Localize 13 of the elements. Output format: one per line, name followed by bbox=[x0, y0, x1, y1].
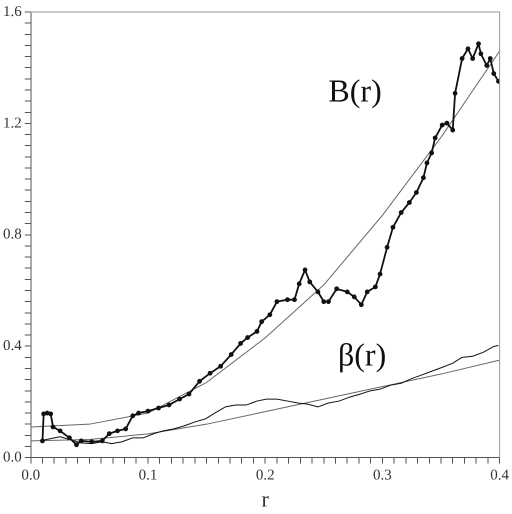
y-tick-label: 0.4 bbox=[3, 338, 22, 354]
y-tick-label: 1.2 bbox=[3, 115, 22, 132]
y-tick-label: 1.6 bbox=[3, 4, 22, 20]
x-tick-label: 0.2 bbox=[256, 468, 275, 484]
x-tick-label: 0.0 bbox=[21, 468, 40, 484]
series-label: β(r) bbox=[338, 336, 386, 373]
x-tick-label: 0.3 bbox=[373, 468, 392, 484]
x-tick-label: 0.4 bbox=[490, 468, 510, 484]
y-tick-label: 0.8 bbox=[3, 226, 22, 243]
y-tick-label: 0.0 bbox=[3, 450, 22, 466]
series-label: B(r) bbox=[328, 72, 382, 109]
x-tick-label: 0.1 bbox=[138, 468, 158, 484]
x-axis-title: r bbox=[262, 486, 270, 512]
